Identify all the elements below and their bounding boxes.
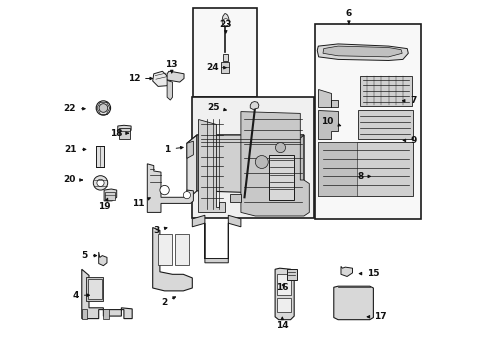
Bar — [87, 279, 102, 299]
Bar — [193, 8, 257, 97]
Polygon shape — [186, 141, 193, 158]
Text: 23: 23 — [219, 20, 231, 33]
Polygon shape — [167, 80, 172, 100]
Bar — [222, 54, 228, 61]
Text: 2: 2 — [161, 297, 175, 307]
Polygon shape — [152, 71, 169, 86]
Text: 24: 24 — [206, 63, 225, 72]
Bar — [192, 97, 313, 218]
Text: 22: 22 — [63, 104, 85, 113]
Text: 6: 6 — [345, 9, 351, 24]
Bar — [276, 298, 290, 312]
Text: 4: 4 — [72, 291, 89, 300]
Polygon shape — [99, 252, 107, 266]
Polygon shape — [275, 268, 294, 320]
Circle shape — [99, 104, 107, 112]
Text: 1: 1 — [164, 145, 183, 154]
Polygon shape — [250, 102, 258, 109]
Polygon shape — [318, 110, 337, 139]
Text: 11: 11 — [132, 198, 150, 208]
Polygon shape — [286, 269, 296, 280]
Polygon shape — [268, 155, 294, 200]
Polygon shape — [167, 71, 183, 82]
Circle shape — [275, 143, 285, 153]
Polygon shape — [81, 309, 87, 319]
Polygon shape — [197, 135, 303, 194]
Text: 10: 10 — [321, 117, 340, 126]
Polygon shape — [186, 135, 303, 143]
Text: 20: 20 — [63, 175, 82, 184]
Polygon shape — [152, 228, 192, 291]
Polygon shape — [103, 309, 109, 319]
Polygon shape — [118, 125, 131, 132]
Bar — [158, 234, 172, 265]
Circle shape — [97, 179, 104, 186]
Polygon shape — [241, 112, 309, 216]
Circle shape — [183, 192, 190, 199]
Text: 3: 3 — [153, 226, 166, 235]
Polygon shape — [318, 142, 412, 196]
Bar — [119, 128, 130, 139]
Text: 14: 14 — [275, 317, 288, 330]
Text: 9: 9 — [402, 136, 416, 145]
Polygon shape — [197, 119, 224, 212]
Circle shape — [222, 19, 229, 26]
Polygon shape — [230, 194, 241, 202]
Text: 17: 17 — [366, 312, 386, 321]
Text: 8: 8 — [356, 172, 370, 181]
Circle shape — [93, 176, 107, 190]
Text: 25: 25 — [206, 103, 226, 112]
Text: 15: 15 — [359, 269, 379, 278]
Polygon shape — [359, 76, 411, 106]
Text: 12: 12 — [127, 74, 152, 83]
Text: 18: 18 — [110, 129, 128, 138]
Polygon shape — [318, 142, 356, 196]
Text: 5: 5 — [81, 251, 97, 260]
Polygon shape — [186, 135, 197, 200]
Text: 16: 16 — [276, 283, 288, 292]
Bar — [276, 274, 290, 295]
Polygon shape — [317, 44, 407, 60]
Bar — [86, 277, 103, 301]
Text: 21: 21 — [64, 145, 86, 154]
Bar — [175, 234, 189, 265]
Text: 19: 19 — [98, 198, 110, 211]
Polygon shape — [357, 110, 412, 139]
Circle shape — [255, 156, 268, 168]
Polygon shape — [192, 215, 241, 263]
Polygon shape — [340, 266, 352, 276]
Polygon shape — [318, 89, 337, 107]
Polygon shape — [147, 164, 193, 212]
Polygon shape — [294, 135, 303, 200]
Bar — [96, 146, 104, 167]
Polygon shape — [81, 269, 132, 319]
Bar — [221, 62, 229, 73]
Polygon shape — [104, 189, 117, 201]
Circle shape — [96, 101, 110, 115]
Polygon shape — [333, 286, 373, 320]
Text: 7: 7 — [402, 96, 416, 105]
Polygon shape — [322, 46, 401, 57]
Text: 13: 13 — [165, 60, 178, 73]
Bar — [314, 24, 420, 219]
Polygon shape — [222, 14, 229, 25]
Bar — [105, 192, 115, 200]
Circle shape — [160, 185, 169, 195]
